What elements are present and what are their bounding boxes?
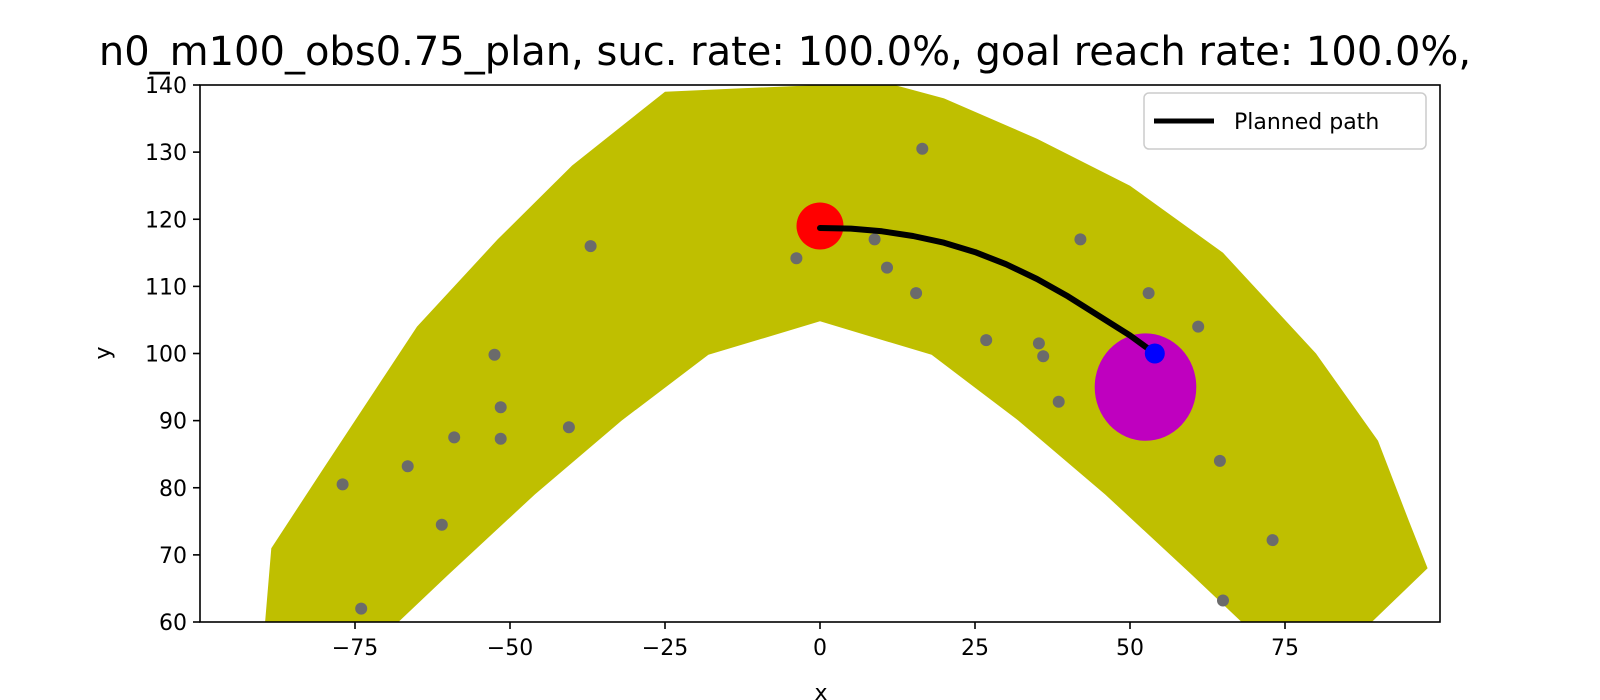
obstacle-point — [1213, 454, 1226, 467]
x-tick-label: 25 — [961, 636, 989, 661]
obstacle-point — [1217, 594, 1229, 607]
x-tick-label: 75 — [1271, 636, 1299, 661]
legend: Planned path — [1143, 92, 1427, 150]
y-tick-label: 90 — [159, 410, 187, 435]
x-axis-label: x — [814, 681, 827, 700]
obstacle-point — [1142, 287, 1155, 300]
obstacle-point — [1074, 233, 1087, 246]
obstacle-point — [494, 432, 507, 445]
y-tick-label: 60 — [159, 611, 187, 636]
y-tick-label: 80 — [159, 477, 187, 502]
chart-title: n0_m100_obs0.75_plan, suc. rate: 100.0%,… — [99, 29, 1471, 75]
planned-path-line — [817, 225, 1158, 357]
obstacle-point — [910, 287, 923, 300]
obstacle-point — [916, 142, 929, 155]
y-tick-label: 70 — [159, 544, 187, 569]
obstacle-point — [1037, 350, 1050, 363]
obstacle-point — [488, 348, 501, 361]
corridor-region — [265, 85, 1428, 622]
x-tick-label: 0 — [813, 636, 827, 661]
x-tick-label: −75 — [332, 636, 378, 661]
y-tick-label: 130 — [145, 141, 187, 166]
obstacle-point — [494, 401, 507, 414]
x-tick-label: −25 — [642, 636, 688, 661]
end-point-marker — [1144, 343, 1165, 364]
obstacle-point — [584, 240, 597, 253]
obstacle-point — [790, 252, 803, 265]
x-tick-label: 50 — [1116, 636, 1144, 661]
obstacle-point — [336, 478, 349, 491]
y-axis-label: y — [91, 346, 116, 359]
legend-box — [1143, 92, 1427, 150]
x-tick-label: −50 — [487, 636, 533, 661]
obstacle-point — [1032, 337, 1045, 350]
obstacle-point — [1192, 320, 1205, 333]
y-tick-label: 120 — [145, 208, 187, 233]
y-tick-label: 140 — [145, 74, 187, 99]
plot-area — [265, 85, 1428, 622]
obstacle-point — [868, 233, 881, 246]
obstacle-point — [448, 431, 461, 444]
obstacle-point — [562, 421, 575, 434]
legend-label-planned-path: Planned path — [1234, 110, 1379, 135]
obstacle-point — [1052, 395, 1065, 408]
y-tick-label: 110 — [145, 275, 187, 300]
axis-ticks: −75 −50 −25 0 25 50 75 60 70 80 90 100 110 120 130 140 — [145, 74, 1299, 661]
obstacle-point — [355, 602, 368, 615]
y-tick-label: 100 — [145, 343, 187, 368]
obstacle-point — [435, 518, 448, 531]
obstacle-point — [980, 334, 993, 347]
obstacle-point — [401, 460, 414, 473]
obstacle-point — [1266, 534, 1279, 547]
obstacle-point — [881, 261, 893, 274]
goal-region — [1094, 333, 1197, 441]
